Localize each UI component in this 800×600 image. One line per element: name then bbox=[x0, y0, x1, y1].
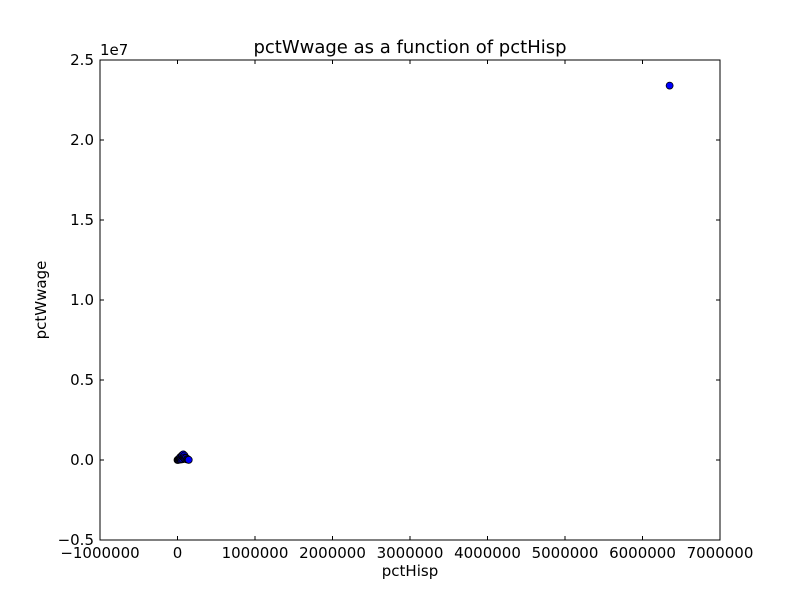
plot-frame bbox=[99, 59, 721, 541]
x-tick-label: 4000000 bbox=[454, 544, 521, 562]
ticks-layer: −1000000 0 1000000 2000000 3000000 4000000 500… bbox=[58, 51, 754, 562]
y-tick-label: 0.0 bbox=[70, 451, 94, 469]
x-tick-label: 1000000 bbox=[222, 544, 289, 562]
y-tick-label: 2.0 bbox=[70, 131, 94, 149]
x-axis-label: pctHisp bbox=[382, 562, 438, 580]
x-tick-label: −1000000 bbox=[60, 544, 139, 562]
data-point bbox=[665, 81, 674, 90]
y-offset-label: 1e7 bbox=[100, 41, 128, 59]
x-tick-label: 6000000 bbox=[609, 544, 676, 562]
x-tick-label: 7000000 bbox=[687, 544, 754, 562]
y-tick-label: 1.5 bbox=[70, 211, 94, 229]
y-tick-label: 1.0 bbox=[70, 291, 94, 309]
x-tick-label: 2000000 bbox=[299, 544, 366, 562]
x-tick-label: 3000000 bbox=[377, 544, 444, 562]
x-tick-label: 0 bbox=[173, 544, 183, 562]
y-tick-label: −0.5 bbox=[58, 531, 94, 549]
y-tick-label: 0.5 bbox=[70, 371, 94, 389]
x-tick-label: 5000000 bbox=[532, 544, 599, 562]
points-layer bbox=[173, 81, 674, 464]
y-axis-label: pctWwage bbox=[32, 261, 50, 340]
y-tick-label: 2.5 bbox=[70, 51, 94, 69]
data-point bbox=[184, 455, 193, 464]
chart-title: pctWwage as a function of pctHisp bbox=[253, 37, 566, 58]
